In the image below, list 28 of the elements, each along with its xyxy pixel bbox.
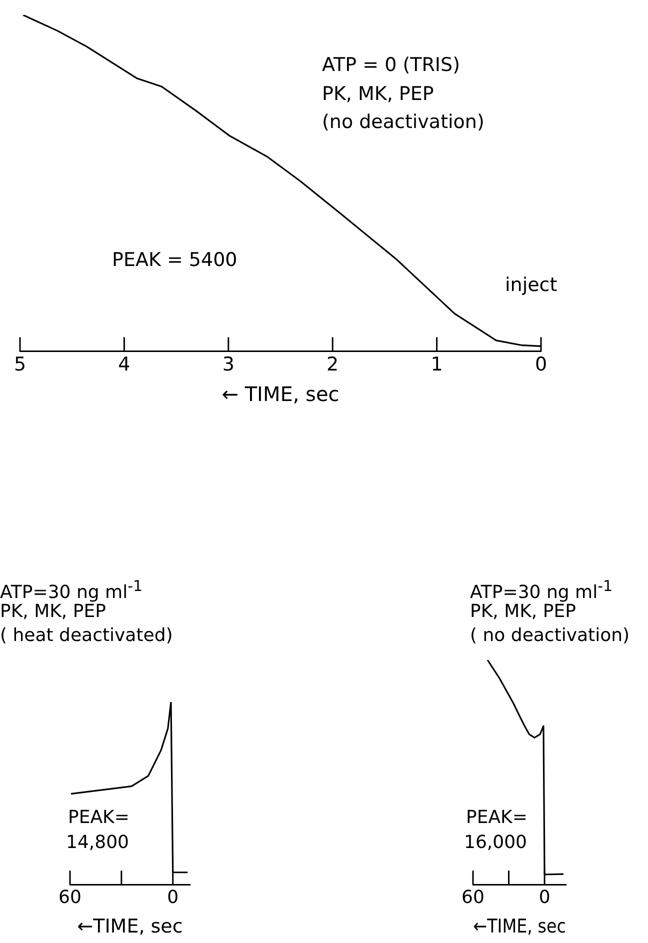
text: ( heat deactivated) — [0, 625, 173, 646]
text: ( no deactivation) — [470, 625, 630, 646]
annotation: (no deactivation) — [322, 111, 484, 133]
text: ATP=30 ng ml$^{-1}$ — [470, 577, 613, 603]
annotation: 14,800 — [66, 832, 129, 853]
annotation: ATP = 0 (TRIS) — [322, 54, 460, 76]
x-tick-label: 1 — [430, 354, 443, 376]
text: PK, MK, PEP — [0, 601, 106, 622]
x-axis-title: ←TIME, sec — [473, 916, 566, 938]
annotation: PEAK = 5400 — [112, 249, 238, 271]
annotation: 16,000 — [464, 832, 527, 853]
text: PK, MK, PEP — [470, 601, 576, 622]
x-tick-label: 3 — [222, 354, 234, 376]
x-axis-title: ←TIME, sec — [77, 916, 183, 938]
annotation: PK, MK, PEP — [322, 83, 434, 105]
x-tick-label: 60 — [462, 887, 484, 908]
x-axis-title: ← TIME, sec — [222, 382, 340, 406]
x-tick-label: 0 — [167, 887, 179, 908]
x-tick-label: 5 — [14, 354, 26, 376]
x-tick-label: 4 — [118, 354, 130, 376]
x-tick-label: 60 — [58, 887, 82, 908]
annotation: PEAK= — [466, 807, 528, 828]
text: ATP=30 ng ml$^{-1}$ — [0, 577, 143, 603]
annotation: inject — [505, 274, 558, 296]
x-tick-label: 2 — [326, 354, 339, 376]
x-tick-label: 0 — [534, 354, 548, 376]
annotation: PEAK= — [68, 807, 130, 828]
x-tick-label: 0 — [538, 887, 550, 908]
